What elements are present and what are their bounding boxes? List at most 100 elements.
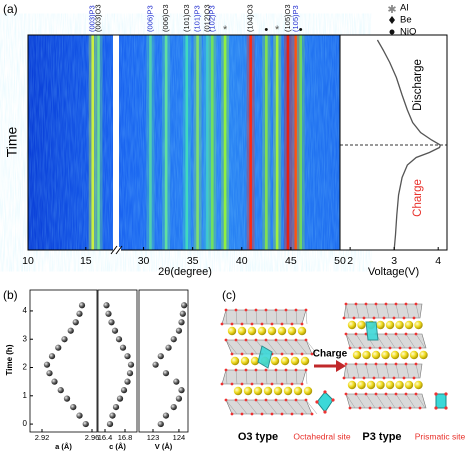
peak-line	[211, 35, 214, 250]
sodium-atom	[240, 356, 250, 366]
oxygen-atom	[331, 398, 335, 402]
oxygen-atom	[244, 338, 248, 342]
oxygen-atom	[224, 368, 228, 372]
axis-break-mark	[115, 245, 123, 255]
oxygen-atom	[290, 412, 294, 416]
polyhedron-edge	[385, 333, 396, 349]
x-axis-label: V (Å)	[155, 442, 173, 451]
octahedral-layer	[345, 333, 427, 349]
oxygen-atom	[224, 398, 228, 402]
sodium-atom	[257, 326, 267, 336]
data-point	[157, 420, 164, 428]
sodium-atom	[414, 320, 423, 330]
polyhedron-edge	[265, 339, 278, 355]
polyhedron-edge	[355, 363, 360, 379]
oxygen-atom	[250, 412, 254, 416]
sodium-atom	[250, 356, 260, 366]
sodium-atom	[400, 350, 409, 360]
polyhedron-edge	[225, 309, 228, 325]
sodium-atom	[366, 380, 376, 390]
oxygen-atom	[230, 412, 234, 416]
x-tick-label: 3	[391, 255, 397, 267]
sodium-atom	[390, 350, 400, 360]
sodium-atom	[414, 380, 423, 390]
data-point	[48, 353, 56, 360]
data-point	[124, 378, 131, 385]
data-point	[57, 387, 64, 394]
oxygen-atom	[348, 346, 352, 350]
x-tick-label: 2.92	[35, 433, 50, 442]
peak-line	[91, 35, 95, 250]
oxygen-atom	[358, 406, 362, 410]
oxygen-atom	[374, 392, 378, 396]
peak-line	[149, 35, 152, 250]
oxygen-atom	[404, 302, 408, 306]
voltage-curve	[376, 39, 442, 251]
polyhedron-edge	[285, 309, 288, 325]
polyhedron-edge	[245, 309, 248, 325]
plot-frame	[339, 34, 448, 251]
oxygen-atom	[374, 362, 378, 366]
peak-label: (101)O3	[182, 4, 191, 32]
polyhedron-edge	[375, 303, 380, 319]
sodium-atom	[404, 380, 414, 390]
oxygen-atom	[384, 362, 388, 366]
oxygen-atom	[354, 302, 358, 306]
oxygen-atom	[264, 308, 268, 312]
oxygen-atom	[284, 338, 288, 342]
polyhedron-edge	[385, 363, 390, 379]
data-point	[78, 302, 86, 309]
data-point	[103, 302, 110, 309]
data-point	[124, 353, 131, 360]
octahedral-site	[257, 345, 273, 369]
x-tick-label: 123	[147, 433, 160, 442]
oxygen-atom	[354, 362, 358, 366]
x-tick-label: 45	[285, 255, 297, 267]
sodium-atom	[277, 326, 287, 336]
oxygen-atom	[230, 352, 234, 356]
x-tick-label: 16.4	[98, 433, 113, 442]
polyhedron-edge	[415, 363, 420, 379]
data-point	[61, 336, 68, 343]
octahedral-layer	[345, 393, 427, 409]
oxygen-atom	[240, 412, 244, 416]
oxygen-atom	[220, 382, 224, 386]
data-point	[152, 361, 159, 368]
prismatic-icon	[435, 393, 447, 409]
oxygen-atom	[294, 398, 298, 402]
oxygen-atom	[378, 406, 382, 410]
panel-label: (c)	[222, 288, 236, 302]
oxygen-atom	[240, 322, 244, 326]
polyhedron-edge	[355, 333, 366, 349]
oxygen-atom	[388, 406, 392, 410]
data-point	[67, 327, 74, 334]
axis-break-gap	[113, 247, 121, 253]
data-point	[175, 327, 183, 334]
polyhedron-edge	[275, 369, 278, 385]
oxygen-atom	[323, 390, 327, 394]
oxygen-atom	[418, 346, 422, 350]
oxygen-atom	[290, 352, 294, 356]
oxygen-atom	[354, 332, 358, 336]
data-point	[105, 310, 112, 317]
polyhedron-edge	[295, 399, 308, 415]
polyhedron-edge	[275, 399, 288, 415]
oxygen-atom	[260, 382, 264, 386]
oxygen-atom	[304, 308, 308, 312]
peak-line	[223, 35, 227, 250]
peak-label: (006)O3	[161, 4, 170, 32]
polyhedron-edge	[305, 309, 308, 325]
oxygen-atom	[344, 302, 348, 306]
oxygen-atom	[402, 376, 406, 380]
sodium-atom	[287, 326, 297, 336]
oxygen-atom	[280, 352, 284, 356]
polyhedron-edge	[255, 369, 258, 385]
oxygen-atom	[362, 316, 366, 320]
oxygen-atom	[398, 346, 402, 350]
polyhedron-edge	[225, 399, 238, 415]
oxygen-atom	[384, 392, 388, 396]
oxygen-atom	[394, 392, 398, 396]
oxygen-atom	[434, 406, 438, 410]
sodium-atom	[395, 380, 404, 390]
polyhedron-edge	[235, 399, 248, 415]
